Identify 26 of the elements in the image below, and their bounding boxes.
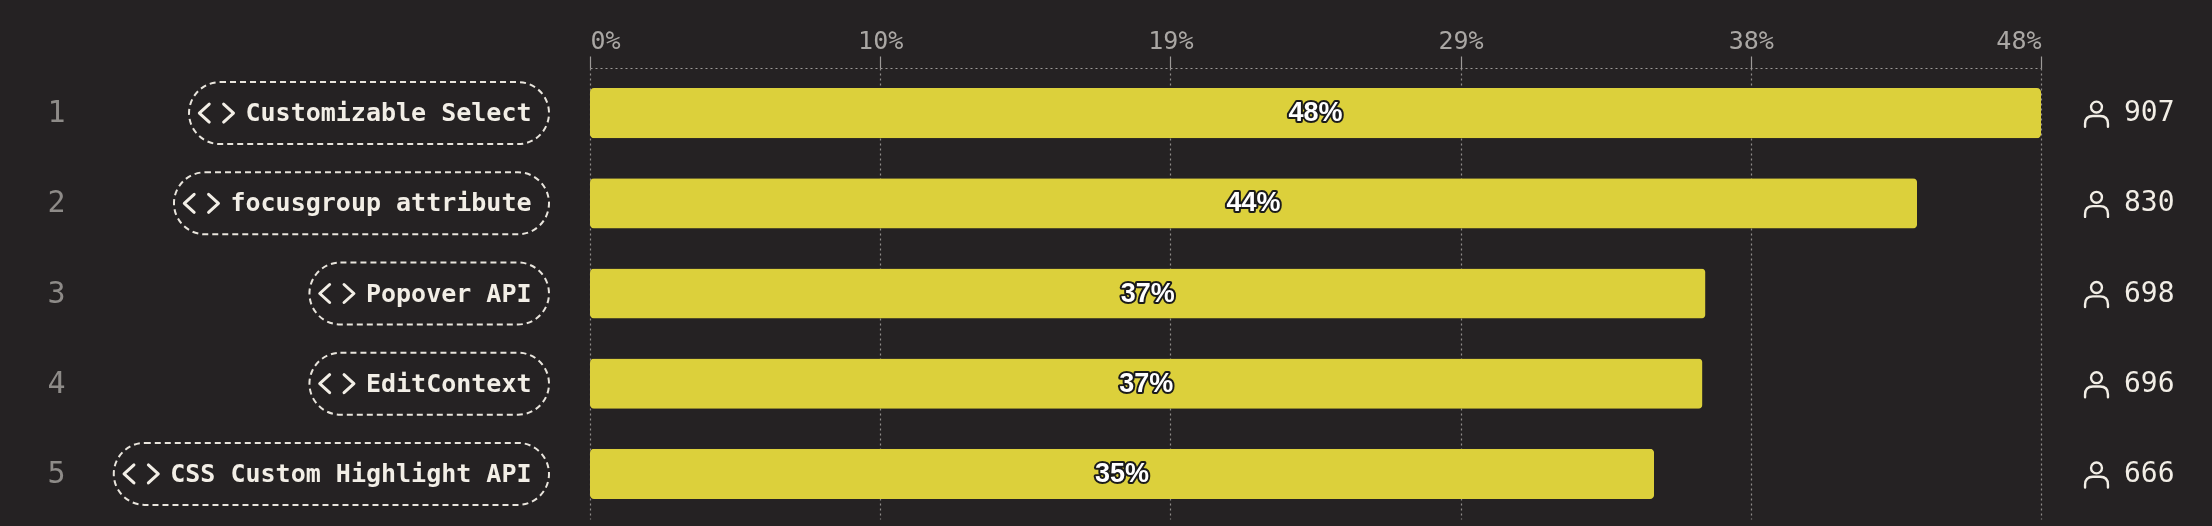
- data-label: 35%: [1095, 457, 1150, 488]
- text: 5: [47, 454, 66, 490]
- text: 698: [2124, 275, 2175, 309]
- x-tick-label: 10%: [858, 25, 904, 55]
- y-tick-label: CSS Custom Highlight API: [170, 458, 532, 488]
- x-tick-label: 38%: [1728, 25, 1774, 55]
- y-tick-label: EditContext: [365, 368, 532, 398]
- data-label: 37%: [1119, 367, 1174, 398]
- data-label: 48%: [1288, 97, 1343, 128]
- y-tick-label: Popover API: [365, 278, 532, 308]
- y-tick-label: focusgroup attribute: [230, 188, 532, 218]
- text: 2: [47, 184, 66, 220]
- y-tick-label: Customizable Select: [245, 98, 532, 128]
- text: 4: [47, 364, 66, 400]
- text: 666: [2124, 455, 2175, 489]
- data-label: 44%: [1226, 187, 1281, 218]
- text: 1: [47, 94, 66, 130]
- text: 3: [47, 274, 66, 310]
- x-tick-label: 29%: [1438, 25, 1484, 55]
- x-tick-label: 19%: [1148, 25, 1194, 55]
- text: 830: [2124, 185, 2175, 219]
- text: 696: [2124, 365, 2175, 399]
- x-tick-label: 0%: [590, 25, 621, 55]
- x-tick-label: 48%: [1996, 25, 2042, 55]
- text: 907: [2124, 95, 2175, 129]
- data-label: 37%: [1120, 277, 1175, 308]
